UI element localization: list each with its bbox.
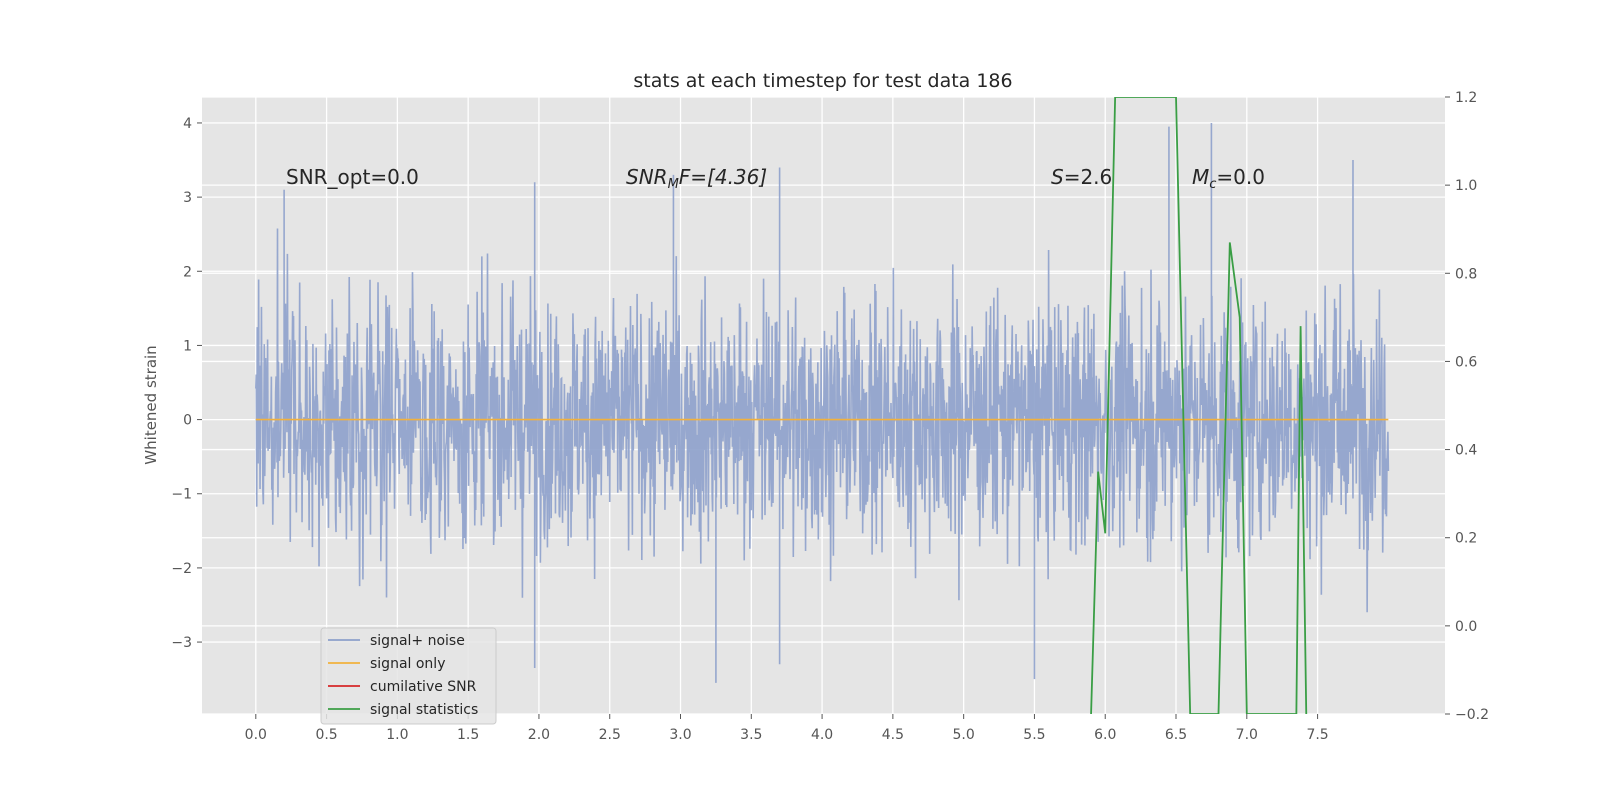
legend-box <box>320 627 497 725</box>
annotation-snr-mf-sub: M <box>668 177 679 192</box>
series-signal-statistics <box>1090 97 1308 714</box>
legend-label-signal-plus-noise: signal+ noise <box>370 633 465 649</box>
y-tick-label: 4 <box>183 116 192 132</box>
annotation-mc-rest: =0.0 <box>1216 165 1265 189</box>
annotation-s-stat: S=2.6 <box>1051 165 1112 189</box>
x-tick-label: 5.5 <box>1023 727 1045 743</box>
series-signal-plus-noise <box>255 122 1390 683</box>
y-tick-label: 3 <box>183 190 192 206</box>
y2-tick-label: 0.2 <box>1455 531 1477 547</box>
x-tick-label: 7.5 <box>1306 727 1328 743</box>
annotation-snr-opt: SNR_opt=0.0 <box>286 165 419 189</box>
annotation-snr-mf-base: SNR <box>626 165 668 189</box>
x-tick-label: 4.0 <box>811 727 833 743</box>
y-tick-label: −3 <box>171 635 192 651</box>
annotation-mc-sub: c <box>1209 177 1216 192</box>
annotation-snr-mf-rest: F=[4.36] <box>679 165 767 189</box>
y2-tick-label: 0.8 <box>1455 266 1477 282</box>
x-tick-label: 0.5 <box>315 727 337 743</box>
x-tick-label: 0.0 <box>245 727 267 743</box>
y-tick-label: −1 <box>171 487 192 503</box>
y-tick-label: 1 <box>183 338 192 354</box>
x-tick-label: 5.0 <box>953 727 975 743</box>
y2-tick-label: 1.0 <box>1455 178 1477 194</box>
y-axis-ticks: 4 3 2 1 0 −1 −2 −3 <box>171 116 202 651</box>
y-tick-label: 0 <box>183 413 192 429</box>
x-tick-label: 3.0 <box>669 727 691 743</box>
x-tick-label: 3.5 <box>740 727 762 743</box>
y-tick-label: −2 <box>171 561 192 577</box>
x-tick-label: 6.5 <box>1165 727 1187 743</box>
right-y-axis-ticks: 1.2 1.0 0.8 0.6 0.4 0.2 0.0 −0.2 <box>1445 90 1489 723</box>
x-tick-label: 1.5 <box>457 727 479 743</box>
chart-title: stats at each timestep for test data 186 <box>633 70 1012 92</box>
annotation-mc-base: M <box>1192 165 1209 189</box>
annotation-s-stat-base: S <box>1051 165 1064 189</box>
legend: signal+ noise signal only cumilative SNR… <box>320 627 497 725</box>
legend-label-cumilative-snr: cumilative SNR <box>370 679 477 695</box>
x-tick-label: 2.5 <box>599 727 621 743</box>
y-tick-label: 2 <box>183 264 192 280</box>
x-axis-ticks: 0.0 0.5 1.0 1.5 2.0 2.5 3.0 3.5 4.0 4.5 5.0 5.5 6.0 6… <box>245 714 1329 743</box>
x-tick-label: 4.5 <box>882 727 904 743</box>
annotation-snr-mf: SNRMF=[4.36] <box>626 165 767 192</box>
x-tick-label: 7.0 <box>1236 727 1258 743</box>
y2-tick-label: 0.4 <box>1455 443 1477 459</box>
y-axis-label: Whitened strain <box>142 345 160 464</box>
annotation-mc: Mc=0.0 <box>1192 165 1265 192</box>
y2-tick-label: 1.2 <box>1455 90 1477 106</box>
legend-label-signal-statistics: signal statistics <box>370 702 478 718</box>
y2-tick-label: −0.2 <box>1455 707 1489 723</box>
y2-tick-label: 0.6 <box>1455 354 1477 370</box>
legend-label-signal-only: signal only <box>370 656 445 672</box>
x-tick-label: 2.0 <box>528 727 550 743</box>
x-tick-label: 6.0 <box>1094 727 1116 743</box>
x-tick-label: 1.0 <box>386 727 408 743</box>
annotation-s-stat-rest: =2.6 <box>1064 165 1113 189</box>
y2-tick-label: 0.0 <box>1455 619 1477 635</box>
